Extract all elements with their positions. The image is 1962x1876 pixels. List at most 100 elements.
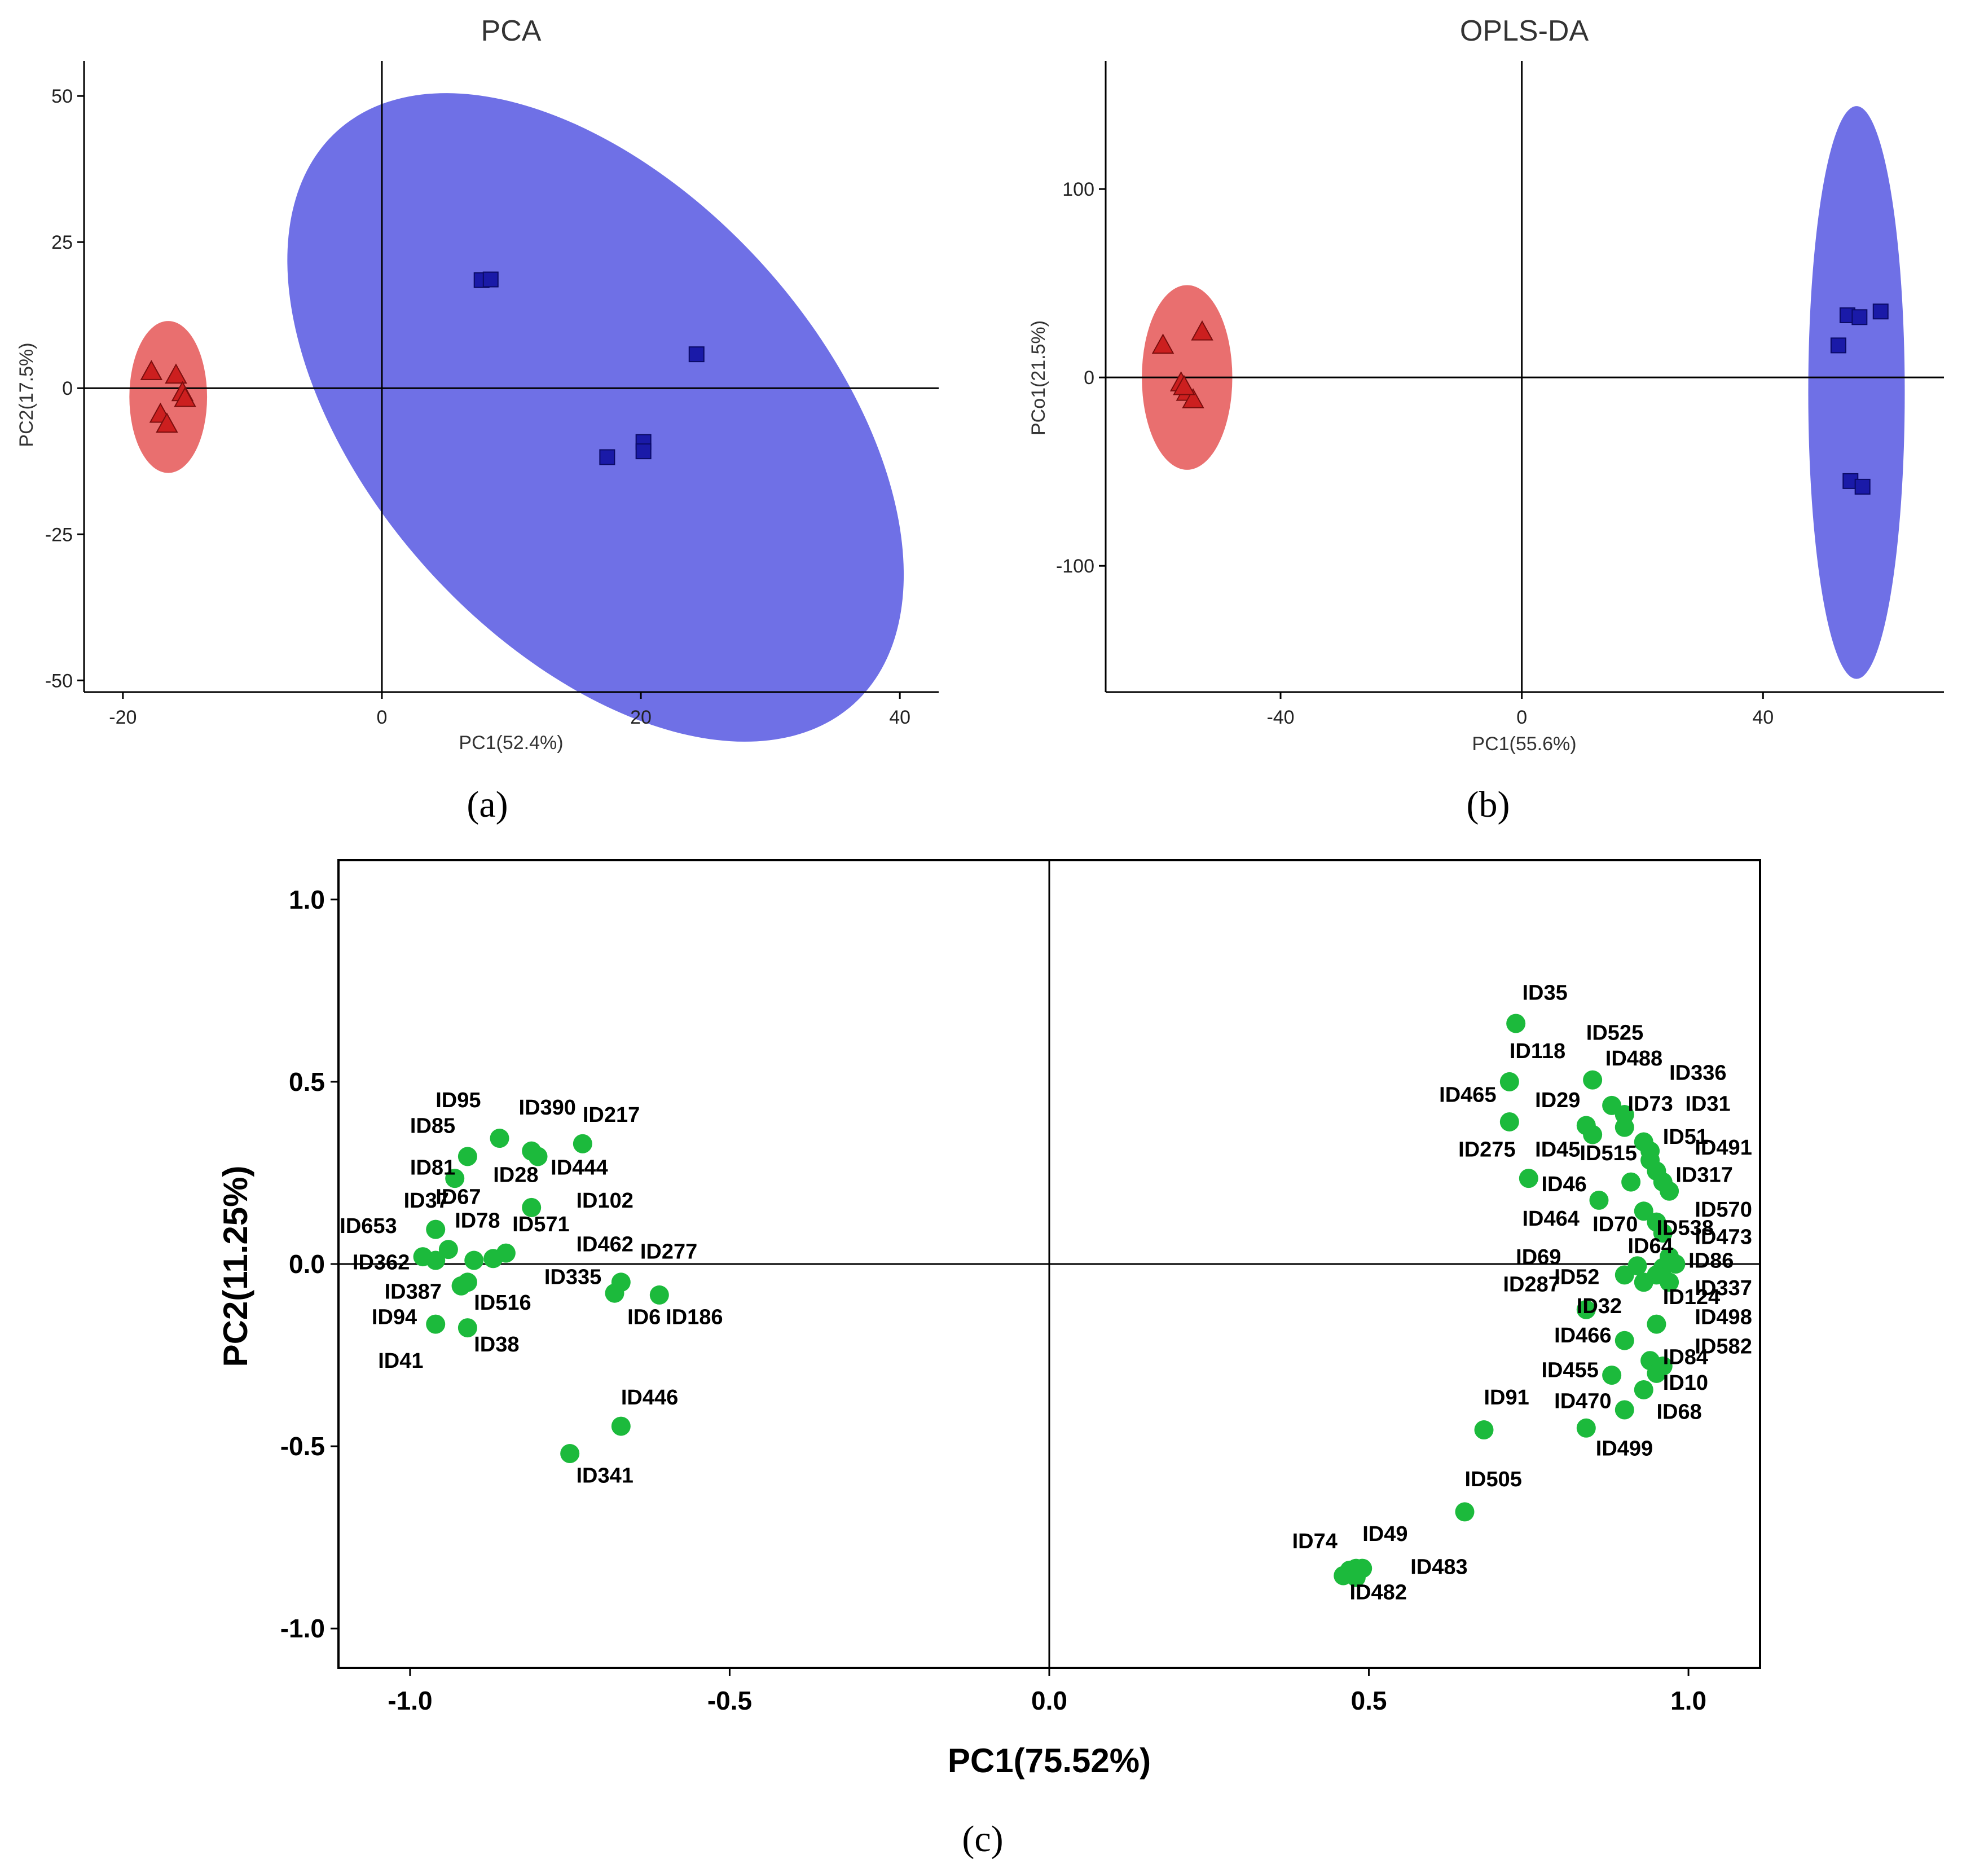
panel-c-loading-point [1627,1256,1647,1276]
panel-c-loading-point [1576,1300,1596,1319]
panel-c-loading-point [611,1272,631,1292]
panel-c-loading-point [1653,1356,1673,1376]
panel-c-loading-point [1346,1567,1366,1587]
panel-b-triangle-point [1151,333,1174,354]
panel-c-loading-point [1634,1132,1653,1152]
panel-a-x-tick-label: 20 [630,707,652,728]
panel-c-variable-label: ID28 [493,1164,538,1187]
panel-b-square-point [1842,473,1859,489]
panel-c-variable-label: ID31 [1685,1093,1730,1116]
panel-c-variable-label: ID525 [1586,1021,1643,1045]
panel-c-loading-point [1634,1380,1653,1399]
panel-c-loading-point [1353,1558,1372,1578]
panel-c-loading-point [1576,1418,1596,1438]
panel-c-loading-point [1474,1420,1494,1440]
panel-b-y-tick-label: 0 [1084,367,1094,389]
panel-a-square-point [635,443,652,460]
panel-c-variable-label: ID85 [410,1114,455,1138]
panel-b-caption: (b) [1467,784,1510,825]
panel-c-loading-point [522,1141,542,1161]
panel-c-variable-label: ID74 [1292,1530,1338,1553]
panel-c-loading-point [1615,1105,1634,1125]
panel-c-variable-label: ID336 [1669,1062,1726,1085]
panel-c-loading-point [649,1285,669,1305]
panel-b-confidence-ellipse [1142,285,1233,470]
panel-c-variable-label: ID466 [1554,1324,1611,1347]
panel-c-variable-label: ID462 [577,1232,634,1256]
panel-c-variable-label: ID499 [1596,1437,1653,1460]
panel-c-plot-frame [337,859,1761,1669]
panel-c-variable-label: ID387 [385,1280,442,1303]
panel-c-variable-label: ID73 [1627,1093,1673,1116]
panel-c-loading-point [451,1276,471,1296]
panel-c-loading-point [1506,1014,1526,1033]
panel-c-variable-label: ID118 [1510,1040,1565,1063]
panel-b-x-tick-label: 0 [1516,707,1527,728]
panel-c-variable-label: ID38 [474,1333,519,1357]
panel-b-triangle-point [1176,380,1199,401]
panel-c-loading-point [1647,1314,1666,1334]
panel-c-x-tick-label: -0.5 [707,1686,752,1715]
panel-c-loading-point [528,1147,548,1166]
panel-c-x-axis-label: PC1(75.52%) [948,1742,1151,1780]
panel-c-loading-point [1621,1172,1641,1192]
panel-c-loading-point [1634,1272,1653,1292]
panel-c-variable-label: ID498 [1695,1306,1752,1329]
panel-c-variable-label: ID446 [621,1386,678,1410]
panel-a-square-point [688,346,705,363]
panel-c-variable-label: ID84 [1663,1346,1708,1369]
panel-c-loading-point [1634,1201,1653,1221]
panel-b-square-point [1872,303,1889,320]
panel-c-variable-label: ID337 [1695,1276,1752,1300]
panel-a-caption: (a) [467,784,508,825]
panel-a-triangle-point [165,363,187,384]
panel-a-triangle-point [149,402,172,423]
panel-a-confidence-ellipse [287,93,904,742]
panel-c-y-axis-label: PC2(11.25%) [217,1166,254,1367]
panel-a-triangle-point [174,386,196,407]
panel-c-y-tick-label: 0.0 [289,1249,325,1279]
panel-c-caption: (c) [962,1818,1003,1860]
panel-c-loading-point [426,1250,446,1270]
panel-c-loading-point [1647,1161,1666,1181]
panel-c-loading-point [1602,1095,1622,1115]
panel-c-variable-label: ID37 [404,1189,449,1213]
panel-c-variable-label: ID217 [583,1103,640,1127]
panel-b-confidence-ellipse [1808,106,1905,679]
panel-b-triangle-point [1191,320,1213,341]
panel-c-variable-label: ID10 [1663,1371,1708,1395]
panel-c-loading-point [1615,1331,1634,1350]
panel-c-loading-point [1666,1254,1686,1274]
panel-b-triangle-point [1173,375,1195,395]
panel-b-x-tick-label: -40 [1266,707,1294,728]
panel-c-variable-label: ID538 [1656,1216,1713,1240]
panel-c-loading-point [1602,1366,1622,1385]
panel-c-y-tick-label: -0.5 [280,1432,325,1461]
panel-c-loading-point [457,1318,477,1338]
panel-c-loading-point [445,1169,465,1188]
panel-c-variable-label: ID45 [1535,1138,1580,1161]
panel-a-triangle-point [140,360,163,380]
panel-c-variable-label: ID52 [1554,1266,1599,1289]
panel-c-x-tick-label: 1.0 [1670,1686,1706,1715]
panel-c-y-tick-label: 0.5 [289,1067,325,1096]
panel-c-variable-label: ID455 [1541,1358,1598,1382]
panel-c-loading-point [1589,1190,1609,1210]
panel-c-loading-point [496,1243,516,1263]
panel-c-loading-point [1499,1072,1519,1091]
panel-c-variable-label: ID68 [1656,1401,1701,1424]
panel-c-loading-point [426,1219,446,1239]
panel-c-variable-label: ID444 [551,1156,608,1180]
panel-c-variable-label: ID91 [1484,1386,1529,1410]
panel-c-variable-label: ID41 [378,1349,423,1373]
panel-b-title: OPLS-DA [1460,15,1589,47]
panel-c-loading-point [426,1314,446,1334]
panel-c-loading-point [1640,1351,1660,1371]
panel-c-loading-point [457,1272,477,1292]
panel-c-variable-label: ID464 [1522,1207,1579,1231]
panel-c-loading-point [413,1247,433,1267]
panel-b-marks: -40 0 40 -100 0 100 [1056,61,1944,728]
panel-c-x-tick-label: 0.0 [1031,1686,1067,1715]
panel-c-loading-point [1640,1141,1660,1161]
